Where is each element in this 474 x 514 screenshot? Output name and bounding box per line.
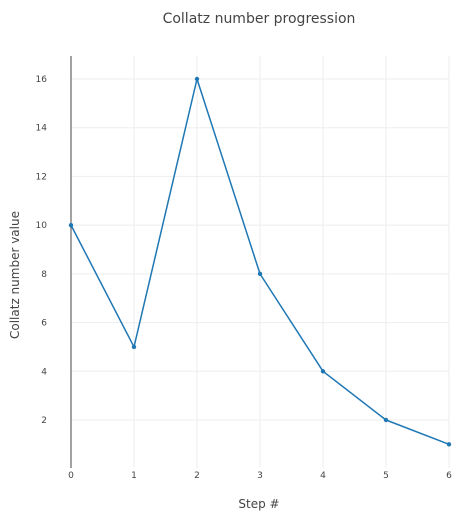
x-tick-label: 0 [68, 471, 74, 481]
y-tick-label: 14 [36, 124, 48, 134]
data-point [194, 76, 200, 82]
x-axis-label: Step # [238, 497, 279, 511]
y-tick-label: 4 [41, 367, 47, 377]
series-layer [68, 76, 452, 447]
y-axis-label: Collatz number value [8, 211, 22, 339]
x-tick-label: 1 [131, 471, 137, 481]
chart-title: Collatz number progression [163, 11, 356, 27]
data-point [446, 442, 452, 447]
data-point [131, 344, 137, 350]
y-tick-label: 6 [41, 319, 47, 329]
y-tick-label: 10 [36, 221, 48, 231]
y-tick-label: 16 [36, 75, 48, 85]
data-point [383, 417, 389, 423]
y-tick-label: 12 [36, 172, 47, 182]
y-tick-label: 2 [41, 416, 47, 426]
y-tick-label: 8 [41, 270, 47, 280]
data-point [257, 271, 263, 277]
data-point [320, 369, 326, 374]
x-tick-label: 3 [257, 471, 263, 481]
data-point [68, 222, 74, 228]
x-tick-label: 2 [194, 471, 200, 481]
grid-layer [71, 56, 450, 468]
x-tick-label: 4 [320, 471, 326, 481]
x-tick-label: 5 [383, 471, 389, 481]
x-tick-label: 6 [446, 471, 452, 481]
